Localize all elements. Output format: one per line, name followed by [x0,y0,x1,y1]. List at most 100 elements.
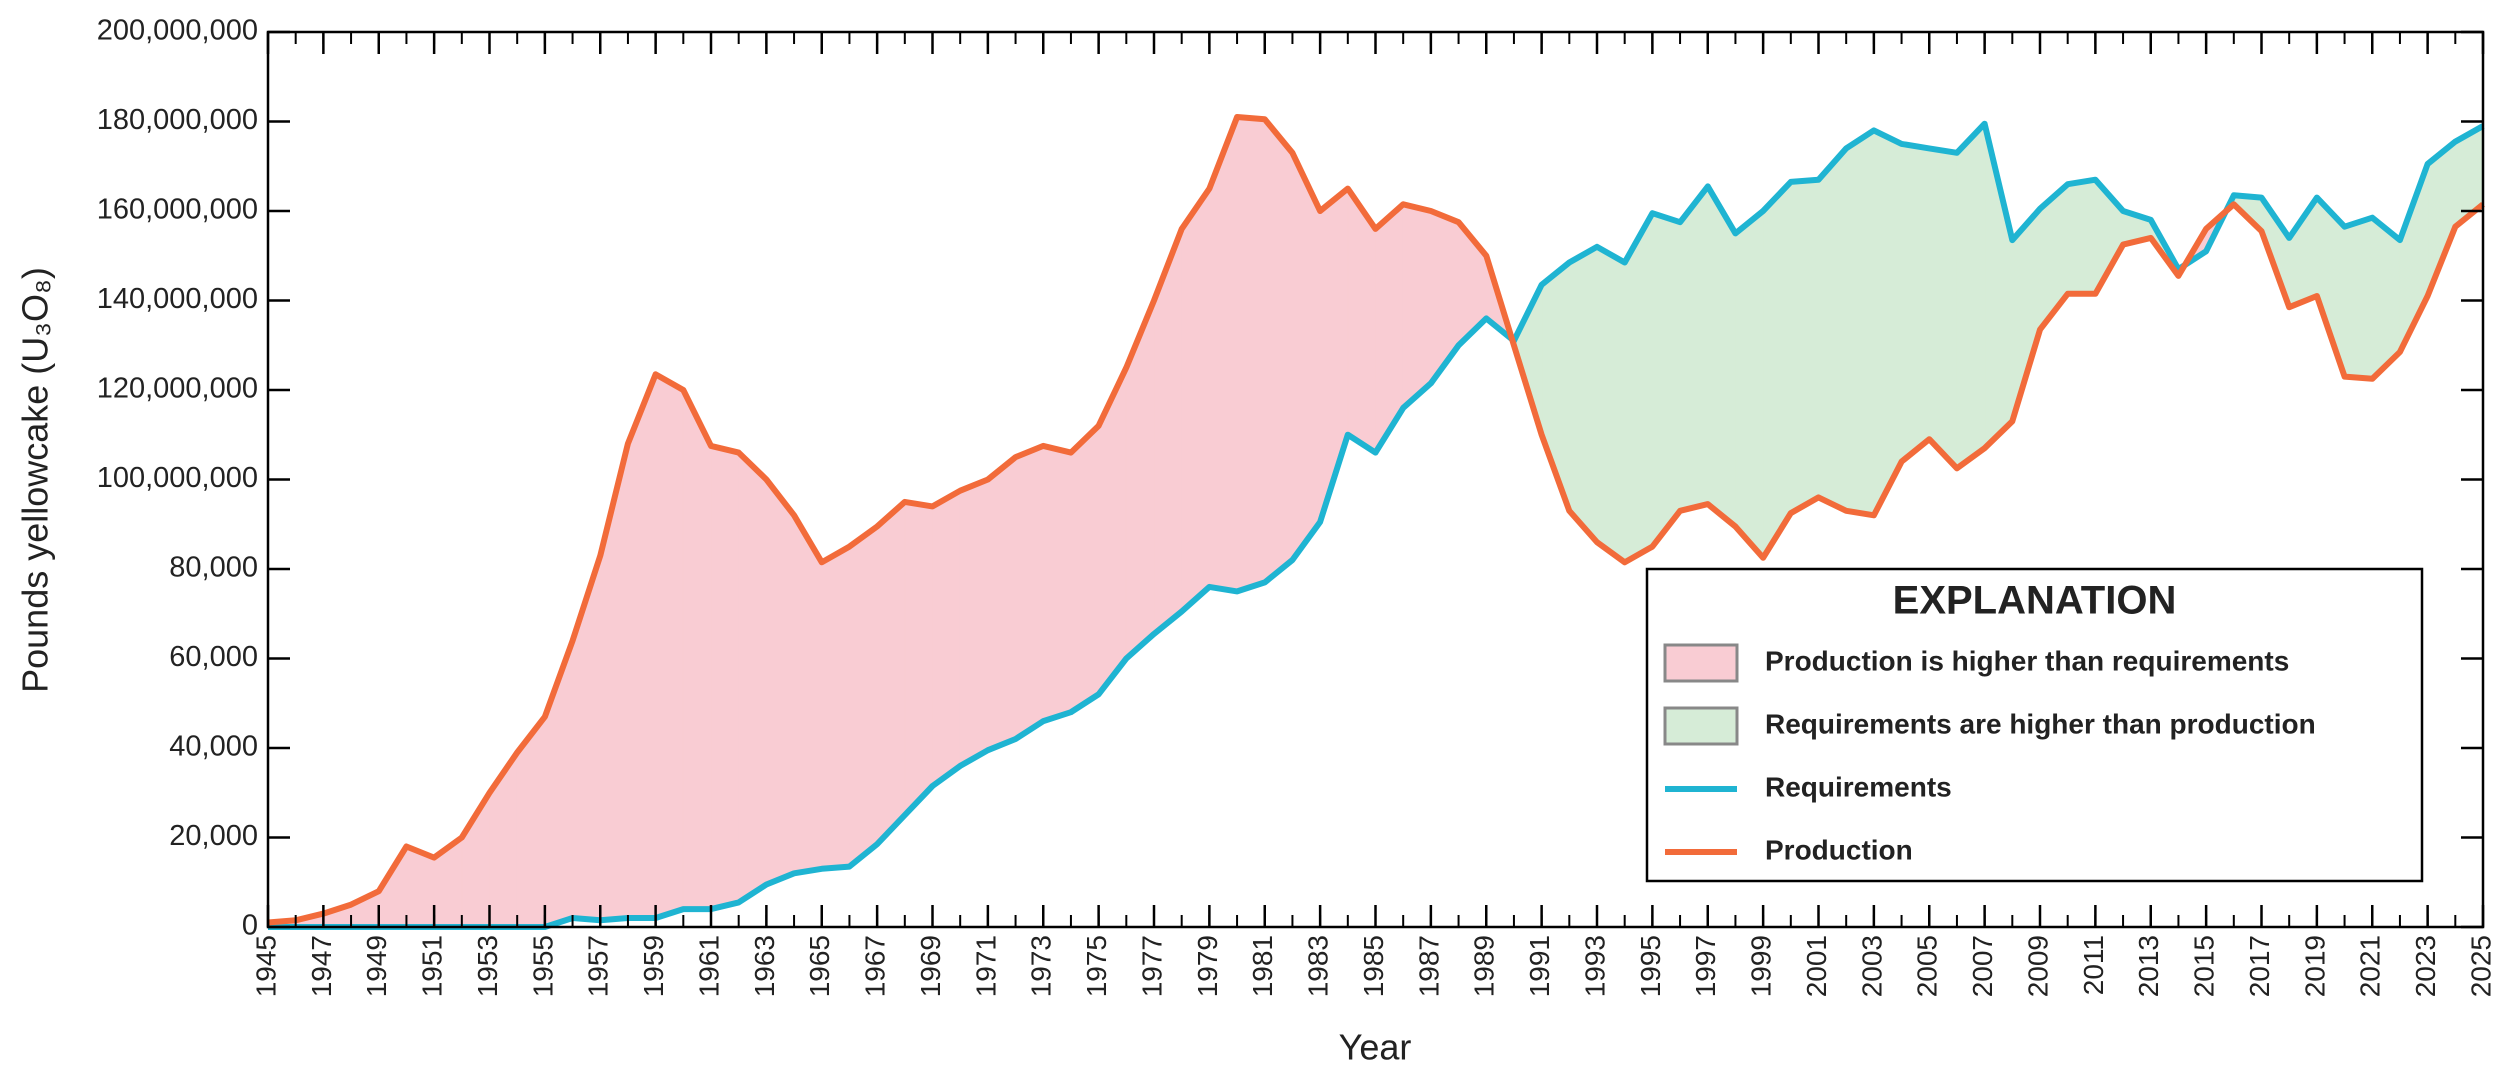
x-tick-label: 2017 [2244,935,2275,997]
x-tick-label: 2015 [2189,935,2220,997]
x-tick-label: 1945 [250,935,281,997]
fill-area [627,374,657,919]
fill-layer [267,116,2484,928]
x-tick-label: 1985 [1358,935,1389,997]
y-tick-label: 60,000 [169,641,258,673]
legend-label: Requirements are higher than production [1765,708,2316,739]
fill-area [1015,445,1044,740]
x-tick-label: 1955 [527,935,558,997]
fill-area [1430,210,1459,385]
x-tick-label: 1977 [1136,935,1167,997]
y-tick-label: 200,000,000 [97,15,258,47]
y-tick-label: 20,000 [169,820,258,852]
fill-area [959,478,989,767]
fill-area [904,501,933,817]
x-tick-label: 1983 [1303,935,1334,997]
fill-area [599,443,629,921]
fill-area [1707,184,1736,528]
fill-area [2067,179,2096,295]
fill-area [1181,187,1210,613]
fill-area [1735,210,1764,559]
y-tick-label: 100,000,000 [97,462,258,494]
fill-area [1651,212,1681,548]
fill-area [876,500,906,846]
y-axis-label: Pounds yellowcake (U₃O₈) [15,267,56,693]
x-tick-label: 1961 [693,935,724,997]
x-tick-label: 1965 [804,935,835,997]
x-tick-label: 1979 [1192,935,1223,997]
fill-area [1873,129,1902,516]
y-tick-label: 120,000,000 [97,373,258,405]
fill-area [1928,147,1958,470]
fill-area [572,555,601,921]
fill-area [987,456,1016,751]
x-tick-label: 2005 [1912,935,1943,997]
x-tick-label: 1981 [1247,935,1278,997]
x-tick-label: 2001 [1801,935,1832,997]
x-tick-label: 1971 [970,935,1001,997]
fill-area [849,525,878,868]
fill-area [1818,147,1847,512]
y-tick-label: 0 [242,910,258,942]
fill-area [1347,187,1376,454]
x-tick-label: 1947 [306,935,337,997]
fill-area [489,751,518,928]
y-tick-label: 80,000 [169,552,258,584]
y-tick-label: 140,000,000 [97,283,258,315]
axes-layer: 1945 1947 1949 1951 1953 1955 1957 1959 1961 1963… [97,15,2497,998]
x-axis-label: Year [1339,1027,1412,1068]
y-tick-label: 180,000,000 [97,104,258,136]
x-tick-label: 1963 [749,935,780,997]
legend-label: Production [1765,834,1913,865]
x-tick-label: 1995 [1635,935,1666,997]
fill-area [1790,179,1819,514]
fill-area [2344,217,2373,380]
fill-area [655,373,684,919]
x-tick-label: 1969 [915,935,946,997]
fill-area [1042,445,1072,722]
x-tick-label: 2007 [1967,935,1998,997]
fill-area [793,513,823,874]
legend-box [1645,567,2424,883]
fill-area [1679,185,1709,512]
x-tick-label: 1997 [1690,935,1721,997]
x-tick-label: 2023 [2410,935,2441,997]
y-tick-label: 160,000,000 [97,194,258,226]
legend-title: EXPLANATION [1893,579,2177,623]
x-tick-label: 1951 [417,935,448,997]
x-tick-label: 1975 [1081,935,1112,997]
fill-area [1956,122,1986,470]
fill-area [1762,180,1792,560]
fill-area [1292,152,1321,562]
fill-area [1236,116,1266,592]
x-tick-label: 2021 [2355,935,2386,997]
x-tick-label: 1959 [638,935,669,997]
legend-swatch [1663,643,1739,683]
fill-area [2427,140,2456,297]
line-layer [267,114,2485,930]
x-tick-label: 1989 [1469,935,1500,997]
fill-area [738,451,767,904]
fill-area [932,490,961,787]
fill-area [1070,424,1100,713]
legend-label: Production is higher than requirements [1765,645,2289,676]
fill-area [2011,207,2041,422]
fill-area [1596,246,1626,564]
series-line [268,120,2485,930]
series-line [267,114,2485,926]
fill-area [1264,118,1293,584]
x-tick-label: 1991 [1524,935,1555,997]
x-tick-label: 1999 [1746,935,1777,997]
x-tick-label: 1957 [583,935,614,997]
fill-area [710,445,740,910]
legend: EXPLANATION Production is higher than req… [1645,567,2424,883]
legend-swatch [1663,706,1739,746]
x-tick-label: 2025 [2465,935,2496,997]
x-tick-label: 2003 [1856,935,1887,997]
x-tick-label: 1953 [472,935,503,997]
x-tick-label: 2009 [2022,935,2053,997]
x-tick-label: 1987 [1413,935,1444,997]
x-tick-label: 1967 [860,935,891,997]
